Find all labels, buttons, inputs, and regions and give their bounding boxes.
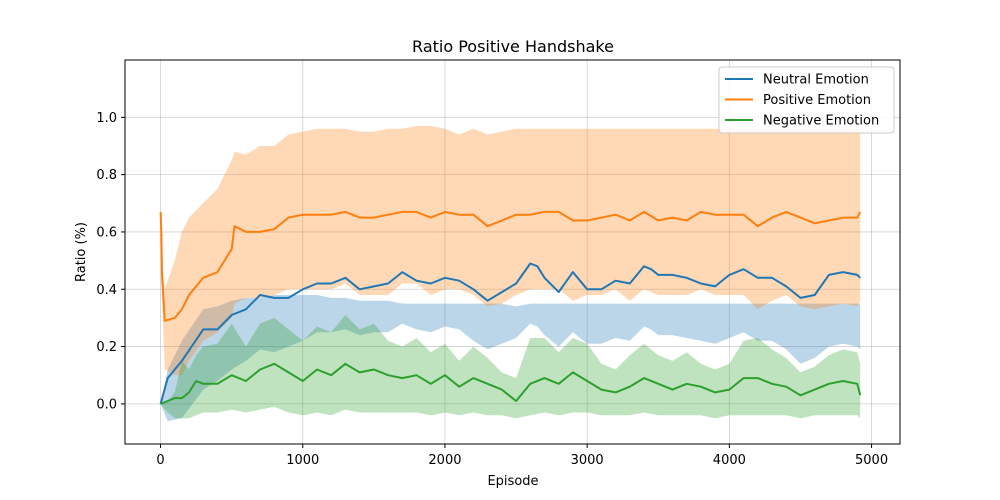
y-tick-label: 0.6 [96, 225, 117, 240]
axis-ticks: 0 1000 2000 3000 4000 5000 0.0 0.2 0.4 0.6 0.8 1.0 [96, 111, 888, 468]
y-axis-label: Ratio (%) [74, 222, 89, 282]
x-tick-label: 1000 [286, 453, 319, 468]
plot-frame [124, 59, 901, 445]
negative-emotion-band [160, 315, 861, 419]
negative-emotion-line [160, 362, 862, 405]
x-tick-label: 5000 [855, 453, 888, 468]
positive-emotion-band [160, 125, 861, 376]
y-tick-label: 0.0 [96, 397, 117, 412]
legend-box [718, 66, 895, 134]
legend-label-positive-emotion: Positive Emotion [763, 93, 871, 108]
neutral-emotion-band [160, 295, 861, 422]
legend-label-negative-emotion: Negative Emotion [763, 114, 879, 129]
x-tick-label: 4000 [713, 453, 746, 468]
legend-label-neutral-emotion: Neutral Emotion [763, 73, 869, 88]
legend: Neutral Emotion Positive Emotion Negative … [718, 66, 895, 134]
neutral-emotion-line [159, 262, 861, 405]
y-tick-label: 0.2 [96, 340, 117, 355]
x-tick-label: 2000 [428, 453, 461, 468]
y-tick-label: 1.0 [96, 111, 117, 126]
x-tick-label: 3000 [571, 453, 604, 468]
x-tick-label: 0 [156, 453, 164, 468]
y-tick-label: 0.4 [96, 283, 117, 298]
grid-lines [125, 60, 900, 444]
x-axis-label: Episode [487, 474, 538, 489]
positive-emotion-line [159, 210, 862, 322]
y-tick-label: 0.8 [96, 168, 117, 183]
confidence-bands [160, 125, 861, 422]
chart-title: Ratio Positive Handshake [412, 37, 614, 56]
series-lines [159, 210, 862, 405]
